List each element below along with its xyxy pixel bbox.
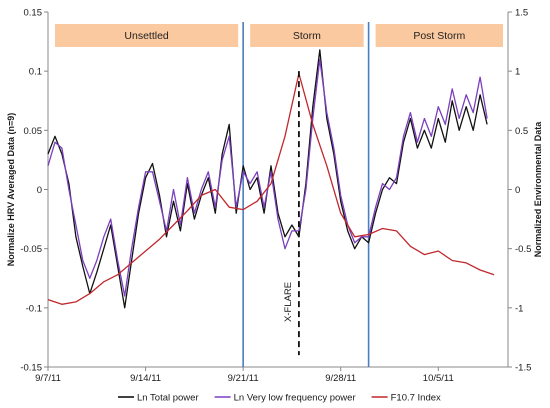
x-flare-label: X-FLARE	[283, 282, 294, 322]
y-right-axis-title: Normalized Environmental Data	[533, 121, 543, 258]
y-left-tick-label: -0.1	[26, 303, 42, 314]
legend-label-2: F10.7 Index	[391, 393, 441, 404]
legend-label-1: Ln Very low frequency power	[234, 393, 356, 404]
x-tick-label: 9/28/11	[325, 373, 356, 384]
y-right-tick-label: -1	[515, 303, 523, 314]
phase-label-0: Unsettled	[124, 30, 169, 42]
y-right-tick-label: 1	[515, 67, 520, 78]
phase-box-0	[55, 24, 239, 47]
y-left-tick-label: -0.05	[20, 244, 42, 255]
y-right-tick-label: 0	[515, 185, 520, 196]
y-right-tick-label: -1.5	[515, 363, 531, 374]
series-line-0	[47, 49, 488, 309]
phase-label-2: Post Storm	[413, 30, 465, 42]
legend-label-0: Ln Total power	[137, 393, 199, 404]
y-left-tick-label: -0.15	[20, 363, 42, 374]
x-tick-label: 10/5/11	[423, 373, 454, 384]
y-left-tick-label: 0.05	[24, 126, 43, 137]
x-tick-label: 9/21/11	[228, 373, 259, 384]
y-right-tick-label: -0.5	[515, 244, 531, 255]
y-right-tick-label: 0.5	[515, 126, 528, 137]
phase-label-1: Storm	[293, 30, 321, 42]
x-tick-label: 9/14/11	[130, 373, 161, 384]
x-tick-label: 9/7/11	[35, 373, 61, 384]
series-line-1	[47, 58, 488, 297]
phase-box-2	[375, 24, 503, 47]
y-left-axis-title: Normalize HRV Averaged Data (n=9)	[6, 113, 16, 266]
series-line-2	[47, 72, 495, 305]
y-left-tick-label: 0.1	[29, 67, 42, 78]
y-left-tick-label: 0.15	[24, 8, 43, 19]
y-right-tick-label: 1.5	[515, 8, 528, 19]
phase-box-1	[250, 24, 364, 47]
y-left-tick-label: 0	[37, 185, 42, 196]
